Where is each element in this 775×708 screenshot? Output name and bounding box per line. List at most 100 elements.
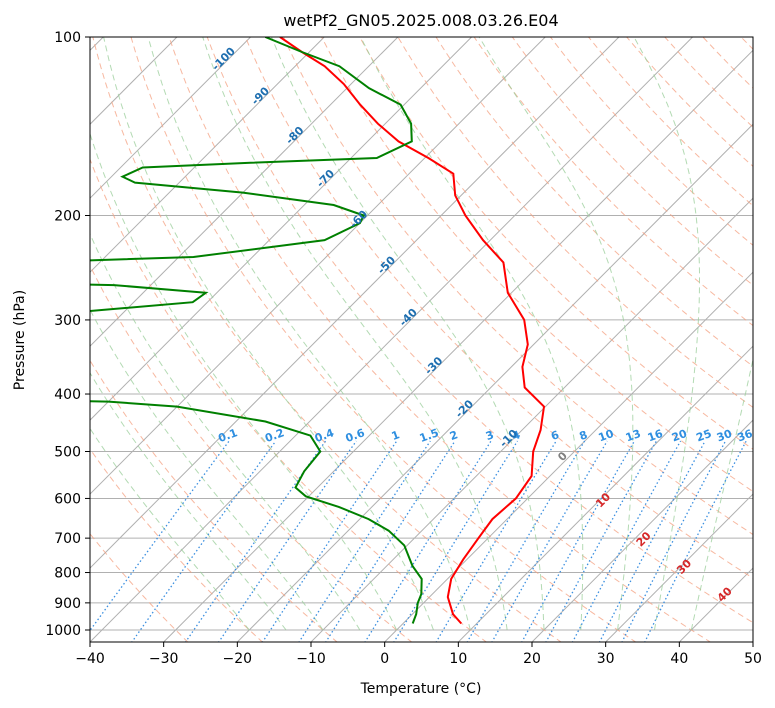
mixing-ratio-line bbox=[131, 440, 277, 642]
axes: −40 −30 −20 −10 0 10 20 30 40 5010020030040050060… bbox=[45, 30, 762, 667]
isotherm-line bbox=[90, 37, 251, 199]
dewpoint-line bbox=[90, 37, 423, 624]
dry-adiabat bbox=[397, 37, 753, 409]
mixing-ratio-label: 3 bbox=[484, 428, 496, 443]
y-tick-label: 100 bbox=[54, 30, 81, 46]
mixing-ratio-line bbox=[90, 440, 230, 632]
dry-adiabat bbox=[130, 37, 637, 642]
mixing-ratio-line bbox=[621, 440, 727, 642]
y-tick-label: 1000 bbox=[45, 623, 81, 639]
x-tick-label: −40 bbox=[75, 651, 105, 667]
moist-adiabat bbox=[202, 37, 508, 631]
isotherm-line bbox=[162, 49, 753, 642]
moist-adiabat bbox=[90, 232, 361, 631]
mixing-ratio-label: 25 bbox=[695, 427, 714, 444]
moist-adiabat bbox=[360, 37, 584, 631]
x-tick-label: −30 bbox=[149, 651, 179, 667]
dry-adiabat bbox=[244, 37, 753, 579]
isotherm-line bbox=[90, 37, 546, 495]
mixing-ratio-label: 8 bbox=[578, 428, 590, 443]
mixing-ratio-label: 13 bbox=[624, 427, 643, 444]
dry-adiabat bbox=[359, 37, 753, 450]
mixing-ratio-label: 0.6 bbox=[344, 426, 367, 445]
background-lines bbox=[90, 37, 753, 642]
mixing-ratio-line bbox=[261, 440, 398, 642]
moist-adiabat bbox=[147, 37, 471, 631]
dry-adiabat-label: 20 bbox=[634, 529, 654, 549]
dry-adiabat bbox=[511, 37, 753, 286]
x-tick-label: 40 bbox=[670, 651, 688, 667]
mixing-ratio-label: 20 bbox=[670, 427, 689, 445]
isotherm-label: -20 bbox=[453, 397, 476, 420]
isotherm-line bbox=[90, 37, 693, 642]
dry-adiabat bbox=[206, 37, 753, 624]
isotherm-line bbox=[752, 641, 753, 642]
dry-adiabat bbox=[90, 158, 488, 642]
mixing-ratio-label: 4 bbox=[511, 428, 523, 443]
mixing-ratio-label: 0.2 bbox=[263, 426, 286, 445]
dry-adiabat bbox=[664, 37, 753, 128]
x-tick-label: 50 bbox=[744, 651, 762, 667]
isotherm-line bbox=[90, 37, 620, 569]
mixing-ratio-label: 36 bbox=[736, 427, 755, 445]
dry-adiabat bbox=[90, 264, 413, 642]
y-tick-label: 500 bbox=[54, 444, 81, 460]
dry-adiabat bbox=[90, 448, 264, 642]
dry-adiabat bbox=[588, 37, 753, 207]
mixing-ratio-line bbox=[298, 440, 431, 642]
temperature-line bbox=[279, 37, 546, 625]
moist-adiabat bbox=[90, 427, 250, 631]
mixing-ratio-label: 1.5 bbox=[418, 426, 441, 445]
moist-adiabat bbox=[90, 308, 324, 631]
mixing-ratio-label: 1 bbox=[390, 428, 402, 443]
dry-adiabat bbox=[168, 37, 712, 642]
x-tick-label: −10 bbox=[296, 651, 326, 667]
moist-adiabat bbox=[478, 37, 634, 631]
x-tick-label: 30 bbox=[597, 651, 615, 667]
dry-adiabat bbox=[740, 37, 753, 50]
mixing-ratio-line bbox=[325, 440, 456, 642]
mixing-ratio-label: 16 bbox=[646, 427, 665, 445]
dry-adiabat bbox=[92, 37, 562, 642]
mixing-ratio-line bbox=[218, 440, 357, 642]
isotherm-line bbox=[90, 37, 472, 421]
mixing-ratio-label: 0.1 bbox=[216, 426, 239, 445]
mixing-ratio-line bbox=[466, 440, 586, 642]
isotherm-line bbox=[457, 345, 753, 642]
dry-adiabat-label: 10 bbox=[593, 490, 613, 510]
mixing-ratio-line bbox=[521, 440, 635, 642]
mixing-ratio-label: 6 bbox=[549, 428, 561, 443]
mixing-ratio-line bbox=[435, 440, 557, 642]
y-tick-label: 600 bbox=[54, 491, 81, 507]
moist-adiabat bbox=[690, 357, 753, 631]
isotherm-label: -30 bbox=[422, 354, 445, 377]
y-tick-label: 400 bbox=[54, 387, 81, 403]
isotherm-line bbox=[90, 37, 325, 273]
moist-adiabat bbox=[103, 37, 434, 631]
chart-title: wetPf2_GN05.2025.008.03.26.E04 bbox=[283, 11, 558, 31]
dry-adiabat bbox=[283, 37, 753, 536]
mixing-ratio-label: 10 bbox=[597, 427, 616, 445]
y-tick-label: 700 bbox=[54, 531, 81, 547]
dry-adiabat bbox=[702, 37, 753, 89]
isotherm-label: -50 bbox=[375, 253, 398, 276]
dry-adiabat-label: 30 bbox=[674, 557, 694, 577]
isotherm-label: -100 bbox=[209, 44, 238, 73]
dry-adiabat bbox=[321, 37, 753, 493]
mixing-ratio-label: 2 bbox=[448, 428, 460, 443]
x-tick-label: −20 bbox=[223, 651, 253, 667]
dry-adiabat-label: 40 bbox=[715, 584, 735, 604]
data-lines bbox=[90, 37, 546, 625]
mixing-ratio-label: 0.4 bbox=[313, 426, 336, 445]
x-tick-label: 20 bbox=[523, 651, 541, 667]
y-tick-label: 200 bbox=[54, 209, 81, 225]
isotherm-line bbox=[90, 37, 399, 347]
mixing-ratio-line bbox=[491, 440, 608, 642]
isotherm-line bbox=[678, 567, 753, 642]
x-tick-label: 10 bbox=[449, 651, 467, 667]
mixing-ratio-line bbox=[598, 440, 706, 642]
mixing-ratio-line bbox=[393, 440, 519, 642]
isotherm-line bbox=[604, 493, 753, 642]
dry-adiabat bbox=[90, 359, 338, 642]
